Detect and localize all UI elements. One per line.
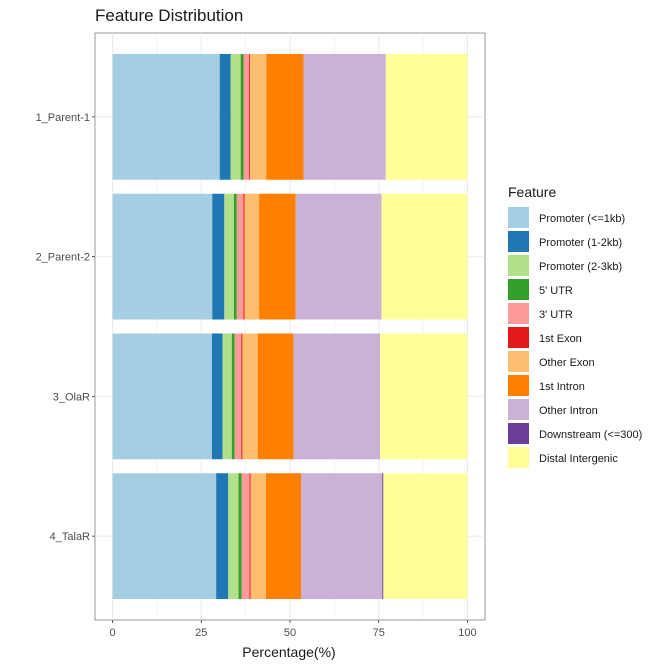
bars-layer <box>112 53 468 600</box>
bar-2-parent-2-promoter-2-3kb <box>224 193 234 320</box>
x-axis-title: Percentage(%) <box>242 644 335 660</box>
legend-title: Feature <box>508 184 556 200</box>
bar-4-talar-3-utr <box>241 473 250 600</box>
legend-key-other-exon <box>508 351 529 372</box>
bar-4-talar-other-intron <box>301 473 383 600</box>
bar-4-talar-5-utr <box>238 473 242 600</box>
legend-label: Distal Intergenic <box>539 453 618 465</box>
legend: Feature Promoter (<=1kb) Promoter (1-2kb)… <box>508 184 642 468</box>
bar-3-olar-distal-intergenic <box>380 333 468 460</box>
bar-1-parent-1-distal-intergenic <box>385 53 468 180</box>
x-tick-label: 50 <box>284 627 296 639</box>
bar-3-olar-5-utr <box>231 333 235 460</box>
bar-2-parent-2-other-intron <box>295 193 382 320</box>
bar-2-parent-2-5-utr <box>233 193 237 320</box>
bar-4-talar-promoter-1-2kb <box>216 473 229 600</box>
legend-key-1st-exon <box>508 327 529 348</box>
bar-3-olar-3-utr <box>234 333 242 460</box>
bar-3-olar-other-exon <box>242 333 258 460</box>
x-axis: 0 25 50 75 100 <box>109 620 477 639</box>
chart-title: Feature Distribution <box>95 6 243 25</box>
bar-2-parent-2-1st-intron <box>259 193 296 320</box>
y-tick-label: 2_Parent-2 <box>36 252 90 264</box>
bar-1-parent-1-other-exon <box>250 53 267 180</box>
legend-key-3-utr <box>508 303 529 324</box>
bar-2-parent-2-3-utr <box>236 193 244 320</box>
legend-key-other-intron <box>508 399 529 420</box>
legend-label: Promoter (1-2kb) <box>539 237 622 249</box>
bar-1-parent-1-promoter-2-3kb <box>230 53 241 180</box>
bar-4-talar-promoter-2-3kb <box>228 473 239 600</box>
legend-key-promoter-1-2kb <box>508 231 529 252</box>
bar-4-talar-downstream-300 <box>382 473 384 600</box>
bar-3-olar-promoter-1-2kb <box>211 333 223 460</box>
bar-3-olar-other-intron <box>293 333 381 460</box>
bar-4-talar-1st-intron <box>265 473 302 600</box>
bar-1-parent-1-3-utr <box>243 53 250 180</box>
bar-4-talar-distal-intergenic <box>383 473 468 600</box>
y-tick-label: 3_OlaR <box>53 391 90 403</box>
bar-2-parent-2-other-exon <box>244 193 260 320</box>
x-tick-label: 100 <box>458 627 476 639</box>
x-tick-label: 75 <box>373 627 385 639</box>
legend-items: Promoter (<=1kb) Promoter (1-2kb) Promoter… <box>508 207 642 468</box>
bar-1-parent-1-5-utr <box>240 53 244 180</box>
bar-1-parent-1-promoter-1kb <box>112 53 220 180</box>
bar-2-parent-2-promoter-1kb <box>112 193 213 320</box>
bar-4-talar-promoter-1kb <box>112 473 217 600</box>
bar-1-parent-1-1st-exon <box>249 53 251 180</box>
legend-key-distal-intergenic <box>508 447 529 468</box>
bar-3-olar-1st-exon <box>241 333 243 460</box>
bar-1-parent-1-1st-intron <box>266 53 304 180</box>
legend-label: 5' UTR <box>539 285 573 297</box>
bar-4-talar-1st-exon <box>249 473 251 600</box>
legend-label: Other Exon <box>539 357 595 369</box>
legend-label: 3' UTR <box>539 309 573 321</box>
bar-2-parent-2-distal-intergenic <box>381 193 468 320</box>
legend-label: 1st Exon <box>539 333 582 345</box>
legend-key-1st-intron <box>508 375 529 396</box>
y-tick-label: 4_TalaR <box>50 531 90 543</box>
y-tick-label: 1_Parent-1 <box>36 112 90 124</box>
bar-3-olar-promoter-2-3kb <box>222 333 232 460</box>
bar-1-parent-1-other-intron <box>303 53 386 180</box>
bar-4-talar-other-exon <box>250 473 266 600</box>
bar-2-parent-2-1st-exon <box>243 193 245 320</box>
bar-3-olar-promoter-1kb <box>112 333 212 460</box>
bar-2-parent-2-promoter-1-2kb <box>212 193 225 320</box>
legend-label: Downstream (<=300) <box>539 429 642 441</box>
legend-label: 1st Intron <box>539 381 585 393</box>
bar-3-olar-1st-intron <box>257 333 294 460</box>
bar-1-parent-1-promoter-1-2kb <box>219 53 231 180</box>
legend-label: Promoter (2-3kb) <box>539 261 622 273</box>
legend-label: Other Intron <box>539 405 598 417</box>
x-tick-label: 0 <box>109 627 115 639</box>
legend-key-downstream-300 <box>508 423 529 444</box>
legend-label: Promoter (<=1kb) <box>539 213 625 225</box>
legend-key-promoter-1kb <box>508 207 529 228</box>
y-axis: 1_Parent-1 2_Parent-2 3_OlaR 4_TalaR <box>36 112 95 543</box>
legend-key-promoter-2-3kb <box>508 255 529 276</box>
legend-key-5-utr <box>508 279 529 300</box>
x-tick-label: 25 <box>195 627 207 639</box>
